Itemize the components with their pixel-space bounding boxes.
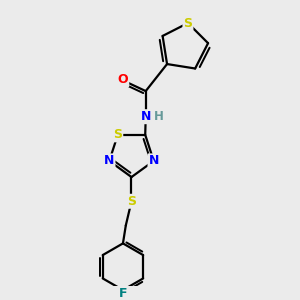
Text: S: S xyxy=(184,16,193,29)
Text: F: F xyxy=(119,287,127,300)
Text: N: N xyxy=(148,154,159,167)
Text: O: O xyxy=(118,73,128,86)
Text: S: S xyxy=(127,195,136,208)
Text: H: H xyxy=(154,110,164,123)
Text: N: N xyxy=(104,154,115,167)
Text: N: N xyxy=(140,110,151,123)
Text: S: S xyxy=(113,128,122,141)
